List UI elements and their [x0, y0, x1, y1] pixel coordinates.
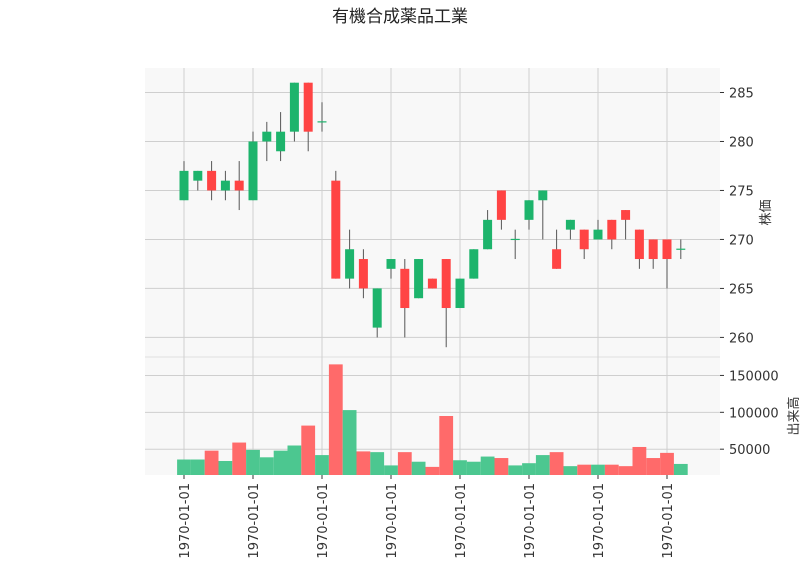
- volume-bar: [301, 425, 316, 475]
- volume-bar: [328, 364, 343, 475]
- volume-bar: [439, 416, 454, 475]
- candle-body: [565, 219, 575, 230]
- candle-body: [414, 259, 424, 299]
- candle-body: [220, 180, 230, 191]
- volume-bar: [397, 452, 412, 475]
- volume-bar: [218, 460, 233, 475]
- x-tick-label: 1970-01-01: [454, 483, 469, 559]
- volume-bar: [370, 452, 385, 475]
- volume-bar: [591, 464, 605, 475]
- volume-tick-label: 50000: [729, 443, 770, 458]
- volume-bar: [453, 460, 467, 475]
- price-tick-label: 275: [729, 184, 754, 199]
- candle-body: [386, 259, 396, 269]
- volume-bar: [632, 446, 647, 475]
- candle-body: [331, 180, 341, 279]
- price-tick-label: 270: [729, 233, 754, 248]
- volume-bar: [177, 459, 191, 475]
- volume-bar: [673, 463, 688, 475]
- volume-bar: [259, 457, 274, 475]
- volume-bar: [315, 455, 329, 475]
- candle-body: [262, 131, 272, 142]
- volume-bar: [204, 450, 219, 475]
- volume-bar: [287, 445, 302, 475]
- candle-body: [345, 249, 355, 279]
- volume-bar: [549, 452, 564, 475]
- price-tick-label: 285: [729, 86, 754, 101]
- price-axis-label: 株価: [759, 199, 774, 225]
- candle-body: [621, 210, 631, 220]
- candle-body: [552, 249, 562, 269]
- price-tick-label: 265: [729, 282, 754, 297]
- x-tick-label: 1970-01-01: [247, 483, 262, 559]
- candle-body: [648, 239, 658, 260]
- volume-bar: [604, 464, 619, 475]
- candle-body: [427, 278, 437, 289]
- price-panel-bg: [145, 68, 720, 357]
- candle-body: [289, 82, 299, 132]
- volume-bar: [356, 451, 371, 475]
- volume-bar: [618, 466, 633, 475]
- candle-body: [469, 249, 479, 279]
- volume-bar: [190, 459, 205, 475]
- volume-bar: [342, 410, 357, 475]
- candle-body: [662, 239, 672, 260]
- volume-bar: [646, 458, 661, 475]
- volume-bar: [508, 465, 523, 475]
- candle-body: [441, 259, 451, 309]
- candle-body: [483, 219, 493, 250]
- volume-bar: [384, 465, 398, 475]
- volume-bar: [522, 463, 536, 475]
- candle-body: [400, 268, 410, 309]
- x-tick-label: 1970-01-01: [661, 483, 676, 559]
- volume-bar: [425, 466, 440, 475]
- volume-axis-label: 出来高: [786, 396, 800, 435]
- x-tick-label: 1970-01-01: [316, 483, 331, 559]
- x-tick-label: 1970-01-01: [385, 483, 400, 559]
- volume-bar: [232, 442, 247, 475]
- candle-body: [372, 288, 382, 328]
- candle-body: [538, 190, 548, 201]
- candle-body: [207, 170, 217, 191]
- volume-bar: [273, 450, 288, 475]
- candle-body: [234, 180, 244, 191]
- candle-body: [358, 259, 368, 289]
- candle-body: [303, 82, 313, 132]
- volume-bar: [411, 461, 426, 475]
- price-tick-label: 280: [729, 135, 754, 150]
- volume-bar: [577, 464, 592, 475]
- volume-bar: [494, 458, 509, 475]
- volume-bar: [480, 456, 495, 475]
- volume-tick-label: 100000: [729, 406, 779, 421]
- candle-body: [276, 131, 286, 152]
- volume-bar: [246, 449, 260, 475]
- candle-body: [634, 229, 644, 260]
- volume-bar: [660, 452, 674, 475]
- candle-body: [179, 170, 189, 201]
- candle-body: [496, 190, 506, 220]
- x-tick-label: 1970-01-01: [523, 483, 538, 559]
- chart-title: 有機合成薬品工業: [332, 7, 468, 27]
- volume-bar: [563, 466, 578, 475]
- candle-body: [193, 170, 203, 181]
- candle-body: [455, 278, 465, 309]
- price-tick-label: 260: [729, 331, 754, 346]
- candle-body: [248, 141, 258, 201]
- x-tick-label: 1970-01-01: [178, 483, 193, 559]
- candle-body: [607, 219, 617, 240]
- candle-body: [524, 200, 534, 220]
- volume-bar: [535, 455, 550, 475]
- candle-body: [579, 229, 589, 250]
- x-tick-label: 1970-01-01: [592, 483, 607, 559]
- candle-body: [593, 229, 603, 240]
- volume-tick-label: 150000: [729, 369, 779, 384]
- volume-bar: [466, 461, 481, 475]
